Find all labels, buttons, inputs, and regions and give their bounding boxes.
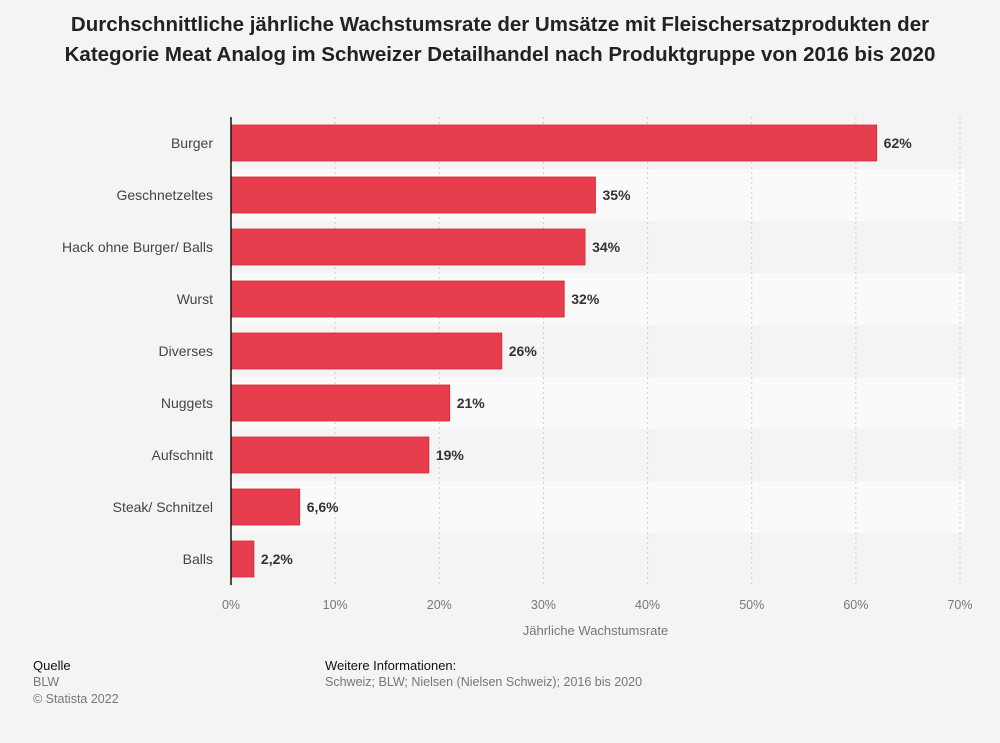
x-tick-label: 20% [427, 598, 452, 612]
category-label: Diverses [159, 343, 213, 359]
bar [230, 436, 430, 474]
x-tick-label: 0% [222, 598, 240, 612]
data-label: 26% [509, 343, 538, 359]
data-label: 6,6% [307, 499, 339, 515]
data-label: 62% [884, 135, 913, 151]
source-text: BLW [33, 675, 60, 689]
x-tick-label: 50% [739, 598, 764, 612]
source-heading: Quelle [33, 658, 71, 673]
bar [230, 488, 301, 526]
category-label: Balls [183, 551, 213, 567]
data-label: 35% [603, 187, 632, 203]
bar [230, 228, 586, 266]
info-text: Schweiz; BLW; Nielsen (Nielsen Schweiz);… [325, 675, 643, 689]
bar [230, 332, 503, 370]
x-tick-label: 10% [323, 598, 348, 612]
category-label: Steak/ Schnitzel [113, 499, 213, 515]
x-tick-label: 60% [843, 598, 868, 612]
row-band [231, 481, 965, 533]
bar [230, 384, 451, 422]
bar [230, 124, 878, 162]
source-block: Quelle BLW © Statista 2022 [33, 657, 119, 708]
chart-title: Durchschnittliche jährliche Wachstumsrat… [64, 13, 936, 66]
data-label: 19% [436, 447, 465, 463]
data-label: 2,2% [261, 551, 293, 567]
category-label: Wurst [177, 291, 213, 307]
bar [230, 280, 565, 318]
x-tick-label: 30% [531, 598, 556, 612]
data-label: 32% [571, 291, 600, 307]
bar [230, 176, 596, 214]
category-label: Aufschnitt [152, 447, 214, 463]
info-block: Weitere Informationen: Schweiz; BLW; Nie… [325, 657, 642, 691]
x-tick-label: 70% [947, 598, 972, 612]
data-label: 21% [457, 395, 486, 411]
category-label: Geschnetzeltes [117, 187, 214, 203]
x-axis-title: Jährliche Wachstumsrate [523, 623, 668, 638]
category-label: Hack ohne Burger/ Balls [62, 239, 213, 255]
bar [230, 540, 255, 578]
x-tick-label: 40% [635, 598, 660, 612]
info-heading: Weitere Informationen: [325, 658, 457, 673]
category-label: Burger [171, 135, 213, 151]
data-label: 34% [592, 239, 621, 255]
category-label: Nuggets [161, 395, 213, 411]
copyright: © Statista 2022 [33, 692, 119, 706]
